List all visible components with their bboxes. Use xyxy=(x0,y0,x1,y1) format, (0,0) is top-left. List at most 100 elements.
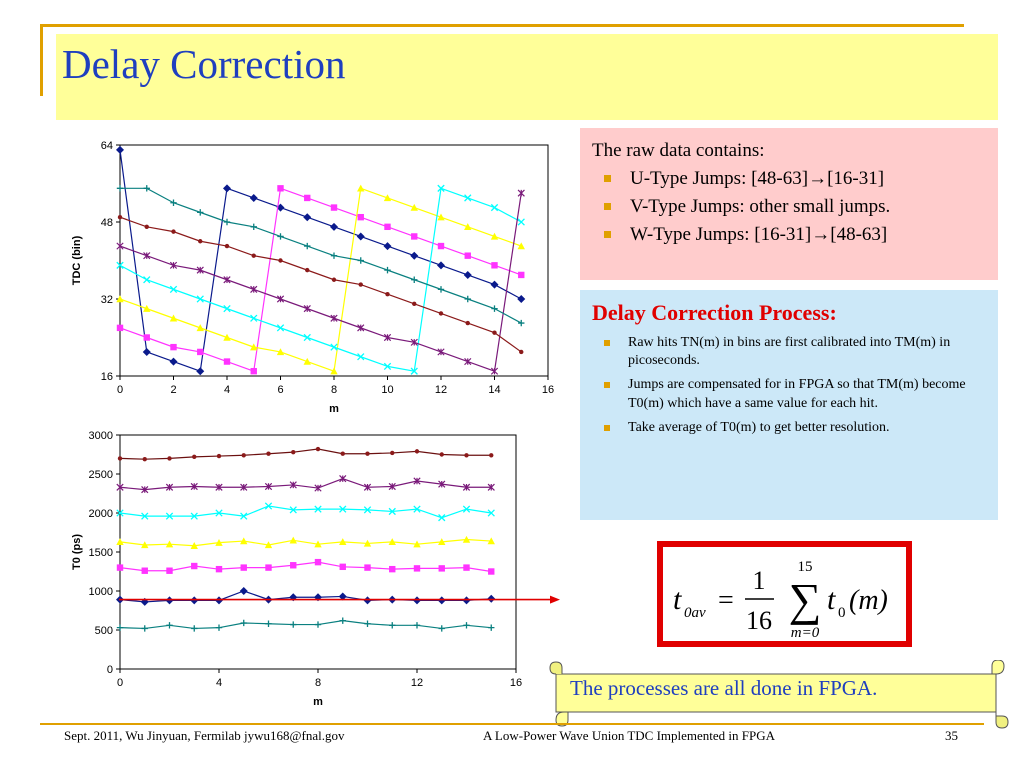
data-point xyxy=(140,597,149,606)
series-line xyxy=(119,149,522,373)
data-point xyxy=(490,232,499,240)
data-point xyxy=(491,262,498,269)
jump-type-label: U-Type Jumps: [48-63]→[16-31] xyxy=(630,168,885,189)
tdc-bin-chart: 0 2 4 6 8 10 12 14 16 16 32 48 64 m TDC (bin) xyxy=(71,140,554,415)
data-point xyxy=(413,477,421,485)
formula-lhs-sub: 0av xyxy=(684,605,706,621)
data-point xyxy=(339,505,347,513)
data-point xyxy=(141,512,149,520)
data-point xyxy=(315,446,321,452)
series-line xyxy=(119,187,522,372)
formula-sum-upper: 15 xyxy=(798,559,813,575)
data-point xyxy=(383,194,392,202)
y-tick-label: 3000 xyxy=(89,430,113,442)
list-item: Take average of T0(m) to get better reso… xyxy=(592,419,986,437)
y-tick-label: 500 xyxy=(95,625,113,637)
series-3 xyxy=(116,535,495,549)
data-point xyxy=(165,512,174,520)
average-formula-box: t 0av = 1 16 15 ∑ m=0 t 0 (m) xyxy=(657,541,912,647)
data-point xyxy=(190,542,198,549)
data-point xyxy=(143,276,151,284)
x-tick-label: 14 xyxy=(488,384,500,396)
data-point xyxy=(223,184,231,193)
data-point xyxy=(364,564,371,571)
data-point xyxy=(143,334,150,341)
data-point xyxy=(384,223,391,231)
data-point xyxy=(141,485,149,494)
x-tick-label: 16 xyxy=(542,384,554,396)
data-point xyxy=(304,194,311,202)
data-point xyxy=(215,624,223,631)
data-point xyxy=(518,319,525,327)
data-point xyxy=(215,565,223,573)
data-point xyxy=(358,282,363,287)
y-tick-label: 2500 xyxy=(89,469,113,481)
series-line xyxy=(119,187,522,373)
data-point xyxy=(462,535,471,543)
y-tick-label: 32 xyxy=(101,294,113,306)
data-point xyxy=(413,622,421,629)
data-point xyxy=(463,564,470,571)
left-accent-line xyxy=(40,24,43,96)
data-point xyxy=(197,348,204,356)
data-point xyxy=(191,562,198,570)
data-point xyxy=(314,558,322,566)
data-point xyxy=(117,456,123,461)
data-point xyxy=(143,185,150,192)
data-point xyxy=(265,564,272,571)
data-point xyxy=(385,291,390,297)
data-point xyxy=(277,185,284,192)
data-point xyxy=(330,222,338,231)
data-point xyxy=(357,213,364,221)
data-point xyxy=(487,509,495,517)
y-tick-label: 48 xyxy=(101,217,113,229)
data-point xyxy=(438,538,446,546)
y-tick-label: 1500 xyxy=(89,547,113,559)
series-line xyxy=(119,505,492,519)
x-tick-label: 8 xyxy=(315,677,321,689)
data-point xyxy=(437,213,445,221)
formula-numerator: 1 xyxy=(753,566,766,595)
data-point xyxy=(240,619,247,627)
data-point xyxy=(338,592,347,601)
x-tick-label: 2 xyxy=(170,384,176,396)
data-point xyxy=(289,536,297,544)
series-line xyxy=(119,561,492,573)
data-point xyxy=(413,565,421,572)
data-point xyxy=(330,314,338,322)
data-point xyxy=(240,564,247,571)
data-point xyxy=(305,267,310,273)
x-tick-label: 12 xyxy=(411,677,423,689)
series-0 xyxy=(116,145,526,376)
data-point xyxy=(116,509,124,517)
data-point xyxy=(414,449,420,454)
data-point xyxy=(388,482,396,491)
bullet-icon xyxy=(604,340,610,346)
data-point xyxy=(437,184,445,192)
data-point xyxy=(492,330,497,335)
data-point xyxy=(171,229,176,234)
data-point xyxy=(241,453,246,458)
list-item: Raw hits TN(m) in bins are first calibra… xyxy=(592,334,986,370)
data-point xyxy=(117,214,123,220)
x-tick-label: 8 xyxy=(331,384,337,396)
data-point xyxy=(388,507,396,516)
data-point xyxy=(314,484,322,492)
x-tick-label: 4 xyxy=(216,677,222,689)
data-point xyxy=(170,199,177,206)
bullet-icon xyxy=(604,424,610,431)
data-point xyxy=(223,358,231,365)
data-point xyxy=(264,482,273,491)
data-point xyxy=(339,617,346,624)
data-point xyxy=(383,242,392,251)
data-point xyxy=(384,266,391,274)
list-item: W-Type Jumps: [16-31]→[48-63] xyxy=(592,224,986,246)
bullet-icon xyxy=(604,231,611,238)
data-point xyxy=(491,305,498,312)
footer-talk-title: A Low-Power Wave Union TDC Implemented i… xyxy=(483,728,776,743)
series-1 xyxy=(116,185,525,375)
data-point xyxy=(239,587,248,595)
data-point xyxy=(141,541,149,549)
data-point xyxy=(303,357,311,365)
data-point xyxy=(437,242,445,250)
